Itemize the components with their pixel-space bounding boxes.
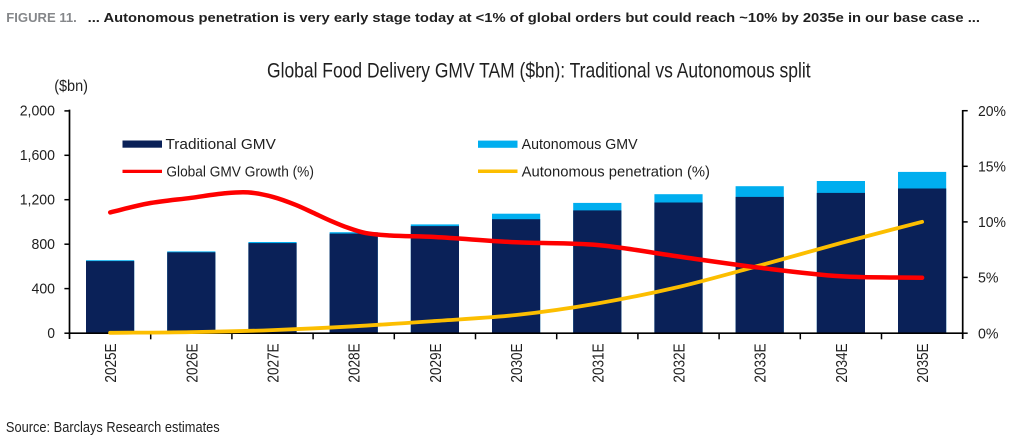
svg-text:2031E: 2031E: [590, 343, 607, 382]
svg-text:Global Food Delivery GMV TAM (: Global Food Delivery GMV TAM ($bn): Trad…: [267, 59, 811, 83]
svg-text:2032E: 2032E: [672, 343, 689, 382]
svg-text:Autonomous penetration (%): Autonomous penetration (%): [522, 164, 710, 181]
svg-text:($bn): ($bn): [54, 78, 88, 95]
svg-text:2027E: 2027E: [266, 343, 283, 382]
svg-text:2028E: 2028E: [347, 343, 364, 382]
svg-text:FIGURE 11.: FIGURE 11.: [6, 10, 77, 25]
svg-text:20%: 20%: [978, 103, 1006, 120]
svg-text:10%: 10%: [978, 214, 1006, 231]
svg-text:Global GMV Growth (%): Global GMV Growth (%): [166, 164, 314, 181]
svg-text:400: 400: [32, 280, 56, 297]
svg-text:2033E: 2033E: [753, 343, 770, 382]
svg-text:0: 0: [47, 325, 55, 342]
svg-text:2029E: 2029E: [428, 343, 445, 382]
svg-text:Source: Barclays Research esti: Source: Barclays Research estimates: [6, 419, 220, 436]
svg-text:Traditional GMV: Traditional GMV: [166, 136, 276, 153]
svg-text:2035E: 2035E: [915, 343, 932, 382]
svg-text:1,200: 1,200: [20, 192, 55, 209]
svg-text:800: 800: [32, 236, 56, 253]
svg-text:2025E: 2025E: [103, 343, 120, 382]
svg-text:1,600: 1,600: [20, 147, 55, 164]
svg-text:15%: 15%: [978, 159, 1006, 176]
svg-text:2034E: 2034E: [834, 343, 851, 382]
svg-text:0%: 0%: [978, 325, 999, 342]
svg-text:2030E: 2030E: [509, 343, 526, 382]
svg-text:... Autonomous penetration is: ... Autonomous penetration is very early…: [88, 10, 980, 25]
svg-text:2026E: 2026E: [184, 343, 201, 382]
svg-text:Autonomous GMV: Autonomous GMV: [522, 136, 638, 153]
svg-text:5%: 5%: [978, 270, 999, 287]
svg-text:2,000: 2,000: [20, 103, 55, 120]
